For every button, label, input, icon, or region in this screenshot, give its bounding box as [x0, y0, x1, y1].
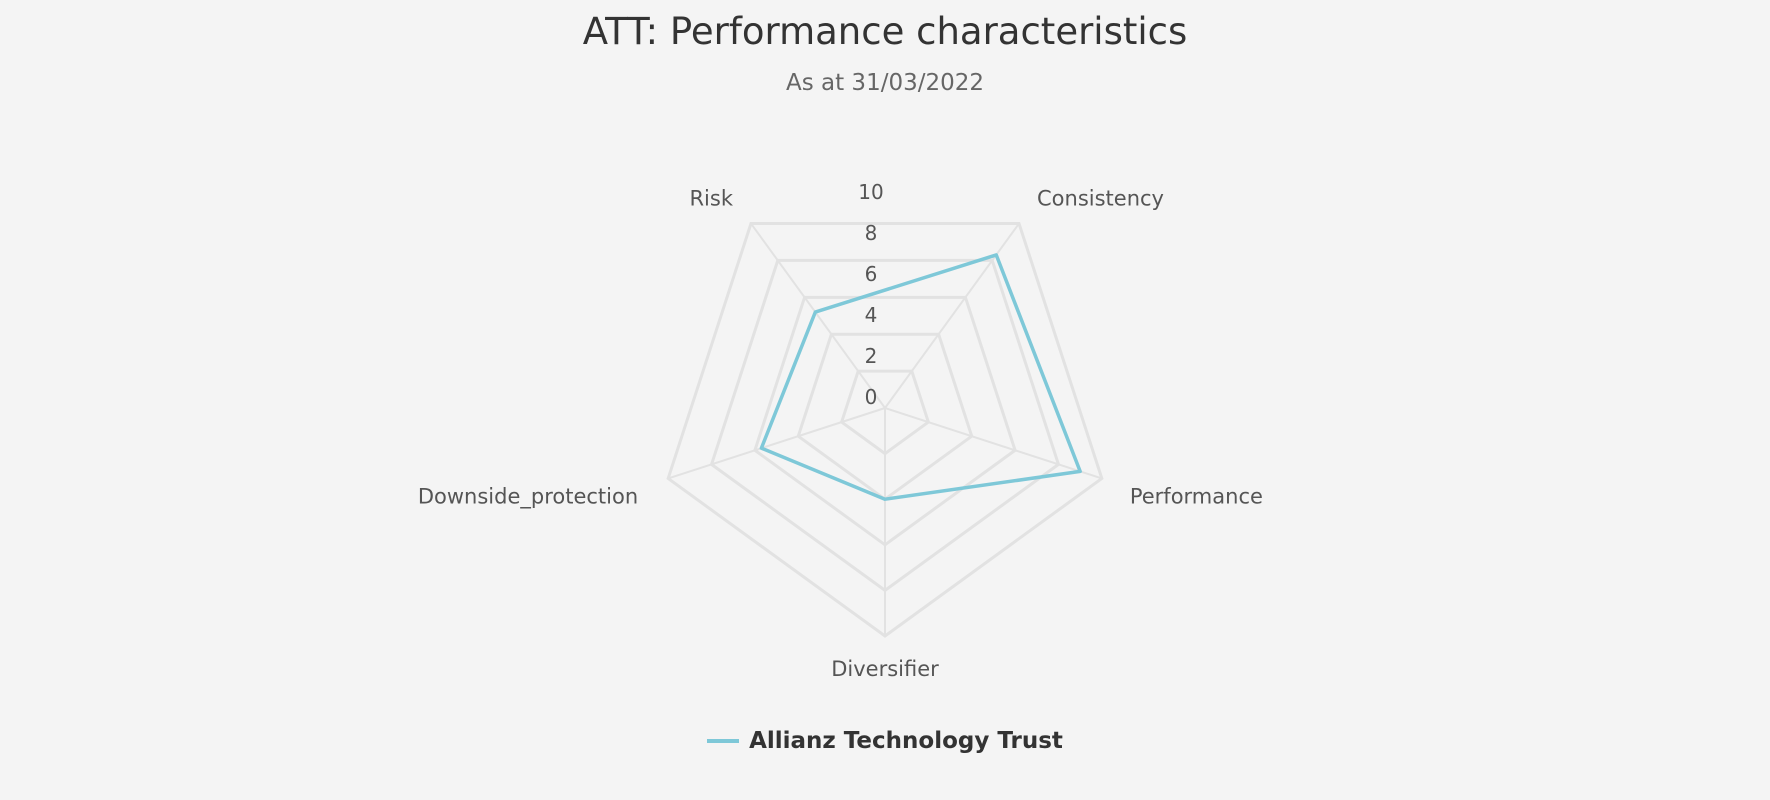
radar-spoke [884, 407, 1103, 480]
legend-swatch [707, 739, 740, 743]
legend-label[interactable]: Allianz Technology Trust [749, 728, 1063, 754]
radar-grid-ring [666, 222, 1104, 638]
chart-subtitle: As at 31/03/2022 [785, 70, 984, 96]
radar-spoke [667, 407, 886, 480]
radial-tick-label: 0 [865, 385, 878, 409]
radar-grid-ring [796, 332, 974, 502]
chart-title: ATT: Performance characteristics [582, 10, 1188, 53]
radial-tick-labels: 0 2 4 6 8 10 [858, 180, 883, 409]
radial-tick-label: 4 [865, 303, 878, 327]
series-line[interactable] [759, 253, 1082, 501]
axis-label-consistency: Consistency [1037, 187, 1164, 211]
radar-grid [666, 222, 1104, 638]
axis-label-downside-protection: Downside_protection [418, 484, 638, 509]
radial-tick-label: 2 [865, 344, 878, 368]
series-layer [759, 253, 1082, 501]
axis-label-diversifier: Diversifier [831, 657, 939, 681]
axis-labels: Consistency Performance Diversifier Downsid… [418, 187, 1263, 681]
axis-label-performance: Performance [1130, 484, 1263, 508]
radar-grid-ring [709, 258, 1061, 593]
radial-tick-label: 8 [865, 221, 878, 245]
axis-label-risk: Risk [689, 187, 733, 211]
radial-tick-label: 10 [858, 180, 883, 204]
radar-spoke [884, 222, 1020, 409]
radial-tick-label: 6 [865, 262, 878, 286]
legend[interactable]: Allianz Technology Trust [0, 728, 1770, 754]
radar-spoke [750, 222, 886, 409]
radar-grid-ring [753, 295, 1017, 547]
radar-grid-ring [839, 369, 931, 456]
